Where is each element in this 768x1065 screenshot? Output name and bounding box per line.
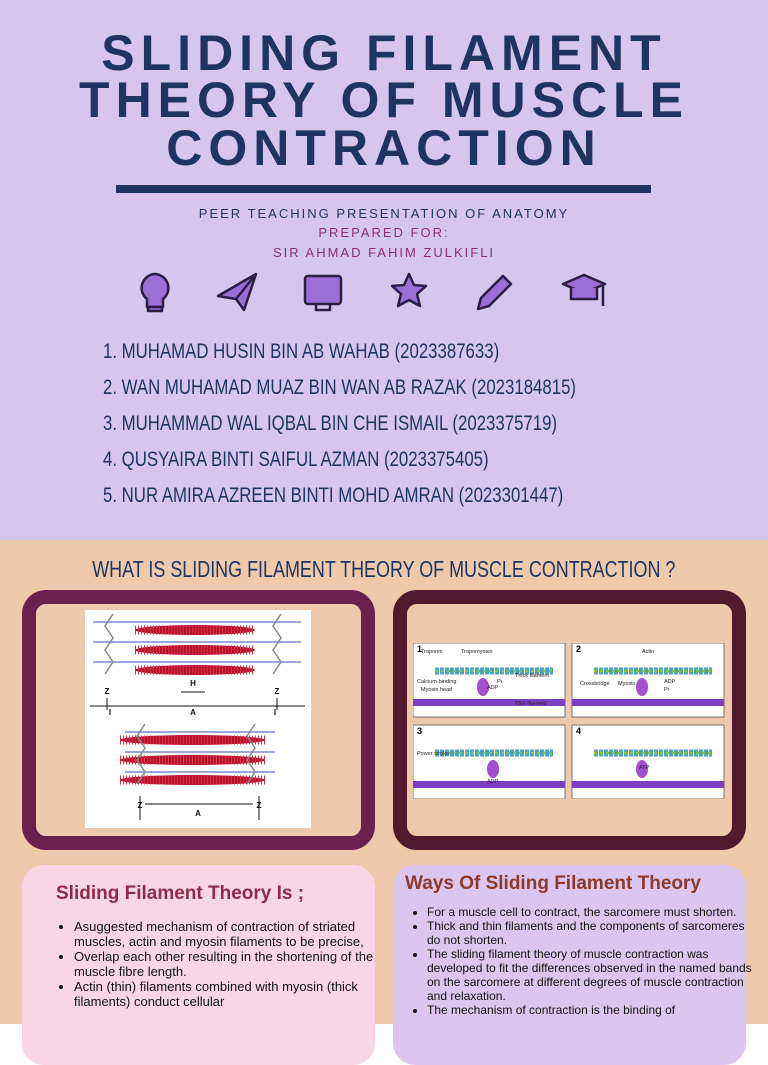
info-card: Sliding Filament Theory Is ; Asuggested … xyxy=(22,865,375,1065)
divider xyxy=(116,185,651,193)
panel-label: ADP xyxy=(664,679,676,685)
panel: 3 Power stroke ADP xyxy=(413,724,566,799)
z-disc xyxy=(104,613,114,675)
figure-frame: 1 Troponin Tropomyosin Thick filament Calciu… xyxy=(393,590,746,850)
panel-label: Pi xyxy=(497,679,502,685)
panel-label: Thick filament xyxy=(515,673,549,679)
member: 3. MUHAMMAD WAL IQBAL BIN CHE ISMAIL (20… xyxy=(103,412,558,435)
label: A xyxy=(195,809,201,818)
monitor-icon xyxy=(303,274,343,306)
myosin-head xyxy=(487,760,499,778)
myosin-head xyxy=(477,678,489,696)
panel-label: Tropomyosin xyxy=(461,649,493,655)
member: 5. NUR AMIRA AZREEN BINTI MOHD AMRAN (20… xyxy=(103,484,564,507)
label: Z xyxy=(275,687,280,696)
figure-frame: Z H Z I A I Z A Z xyxy=(22,590,375,850)
bullet: The mechanism of contraction is the bind… xyxy=(427,1003,752,1017)
presenter: SIR AHMAD FAHIM ZULKIFLI xyxy=(272,245,496,260)
panel-label: Power stroke xyxy=(417,751,449,757)
panel-number: 3 xyxy=(417,726,422,736)
star-icon xyxy=(390,272,428,308)
title-line: THEORY OF MUSCLE xyxy=(79,72,689,128)
myosin-head xyxy=(636,760,648,778)
bullet: Thick and thin filaments and the compone… xyxy=(427,919,752,947)
panel-number: 2 xyxy=(576,644,581,654)
subtitle: PEER TEACHING PRESENTATION OF ANATOMY xyxy=(198,206,570,221)
bullet: The sliding filament theory of muscle co… xyxy=(427,947,752,1003)
thick-filament xyxy=(413,699,565,706)
card-bullets: For a muscle cell to contract, the sarco… xyxy=(409,905,752,1017)
panel-number: 1 xyxy=(417,644,422,654)
member: 2. WAN MUHAMAD MUAZ BIN WAN AB RAZAK (20… xyxy=(103,376,577,399)
monitor-stand xyxy=(314,304,332,312)
label: A xyxy=(190,708,196,717)
section-heading-text: WHAT IS SLIDING FILAMENT THEORY OF MUSCL… xyxy=(92,556,676,582)
panel: 4 ATP xyxy=(571,724,725,799)
info-card: Ways Of Sliding Filament Theory For a mu… xyxy=(393,865,752,1065)
bullet: Overlap each other resulting in the shor… xyxy=(74,949,374,979)
pencil-icon xyxy=(476,274,513,311)
panel-label: ADP xyxy=(487,685,499,691)
thick-filament xyxy=(572,699,724,706)
panel-label: Troponin xyxy=(421,649,443,655)
bulb-icon xyxy=(140,272,170,309)
panel-label: Myosin head xyxy=(421,687,452,693)
bullet: Asuggested mechanism of contraction of s… xyxy=(74,919,374,949)
icon-row xyxy=(140,272,607,313)
label: I xyxy=(109,708,111,717)
label: I xyxy=(274,708,276,717)
title-line: SLIDING FILAMENT xyxy=(101,25,667,81)
panel-number: 4 xyxy=(576,726,581,736)
card-title: Sliding Filament Theory Is ; xyxy=(56,883,305,904)
prepared-for: PREPARED FOR: xyxy=(318,225,450,240)
panel-label: Thin filament xyxy=(515,701,547,707)
thick-filament xyxy=(413,781,565,788)
header-section: SLIDING FILAMENT THEORY OF MUSCLE CONTRA… xyxy=(0,0,768,540)
card-bullets: Asuggested mechanism of contraction of s… xyxy=(56,919,374,1009)
z-disc xyxy=(246,723,256,785)
bullet: Actin (thin) filaments combined with myo… xyxy=(74,979,374,1009)
z-disc xyxy=(136,723,146,785)
label: Z xyxy=(105,687,110,696)
panel-label: Myosin xyxy=(618,681,635,687)
page: SLIDING FILAMENT THEORY OF MUSCLE CONTRA… xyxy=(0,0,768,1024)
cap-band xyxy=(569,288,599,301)
panel-label: ADP xyxy=(487,779,499,785)
panel: 2 Actin Crossbridge Myosin ADP Pi xyxy=(571,643,725,718)
panel-label: ATP xyxy=(639,765,650,771)
member: 1. MUHAMAD HUSIN BIN AB WAHAB (202338763… xyxy=(103,340,500,363)
member-list: 1. MUHAMAD HUSIN BIN AB WAHAB (202338763… xyxy=(103,340,694,520)
thick-filament xyxy=(572,781,724,788)
myosin-head xyxy=(636,678,648,696)
section-heading: WHAT IS SLIDING FILAMENT THEORY OF MUSCL… xyxy=(0,556,768,583)
bulb-base xyxy=(146,305,164,313)
title-line: CONTRACTION xyxy=(166,120,602,176)
panel-label: Actin xyxy=(642,649,654,655)
z-disc xyxy=(272,613,282,675)
bullet: For a muscle cell to contract, the sarco… xyxy=(427,905,752,919)
member: 4. QUSYAIRA BINTI SAIFUL AZMAN (20233754… xyxy=(103,448,489,471)
sarcomere-diagram: Z H Z I A I Z A Z xyxy=(85,610,311,828)
panel-label: Calcium-binding xyxy=(417,679,456,685)
card-title: Ways Of Sliding Filament Theory xyxy=(405,873,701,894)
panel-label: Pi xyxy=(664,687,669,693)
plane-icon xyxy=(216,272,258,312)
panel-label: Crossbridge xyxy=(580,681,610,687)
label: H xyxy=(190,679,196,688)
